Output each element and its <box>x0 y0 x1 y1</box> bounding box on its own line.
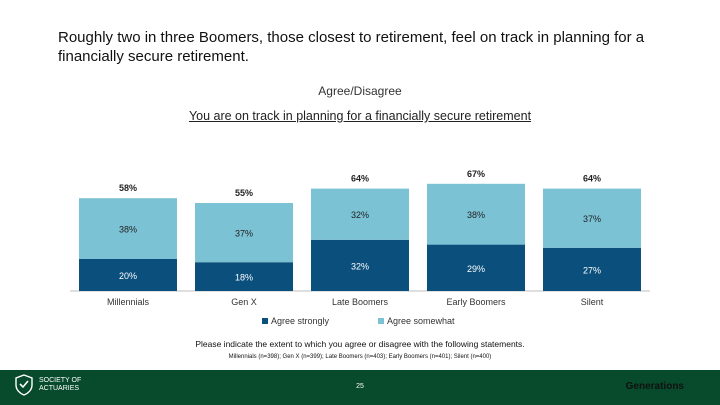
bar-agree-strongly <box>427 244 525 291</box>
bar-agree-somewhat <box>311 188 409 240</box>
data-label-agree-strongly: 20% <box>119 271 137 281</box>
legend-swatch <box>262 318 268 324</box>
data-label-agree-somewhat: 38% <box>119 225 137 235</box>
bar-agree-strongly <box>79 259 177 291</box>
data-label-agree-somewhat: 37% <box>235 229 253 239</box>
data-label-total: 64% <box>351 174 369 184</box>
x-tick-label: Millennials <box>107 297 150 307</box>
logo-line-2: ACTUARIES <box>39 385 80 392</box>
bar-agree-somewhat <box>79 198 177 259</box>
sample-size-footnote: Millennials (n=398); Gen X (n=399); Late… <box>228 354 492 360</box>
data-label-total: 67% <box>467 169 485 179</box>
headline: Roughly two in three Boomers, those clos… <box>58 29 645 65</box>
logo-text: SOCIETY OF ACTUARIES <box>39 377 81 393</box>
data-label-agree-strongly: 32% <box>351 261 369 271</box>
bar-agree-strongly <box>311 239 409 291</box>
data-label-agree-strongly: 29% <box>467 264 485 274</box>
bar-agree-somewhat <box>427 183 525 245</box>
legend-label: Agree strongly <box>271 316 330 326</box>
bar-agree-strongly <box>543 247 641 291</box>
logo-line-1: SOCIETY OF <box>39 377 82 384</box>
data-label-agree-somewhat: 32% <box>351 210 369 220</box>
bar-agree-somewhat <box>543 188 641 248</box>
legend-label: Agree somewhat <box>387 316 455 326</box>
legend-swatch <box>378 318 384 324</box>
data-label-agree-strongly: 18% <box>235 273 253 283</box>
brand-label: Generations <box>625 381 684 392</box>
data-label-total: 55% <box>235 188 253 198</box>
chart-subtitle: Agree/Disagree <box>318 84 402 98</box>
shield-icon <box>15 374 33 396</box>
data-label-total: 58% <box>119 183 137 193</box>
chart-title: You are on track in planning for a finan… <box>0 109 720 123</box>
x-tick-label: Early Boomers <box>446 297 506 307</box>
footer-bar <box>0 370 720 405</box>
data-label-agree-strongly: 27% <box>583 265 601 275</box>
data-label-agree-somewhat: 38% <box>467 210 485 220</box>
chart-title-text: You are on track in planning for a finan… <box>188 109 532 123</box>
question-footnote: Please indicate the extent to which you … <box>195 339 525 349</box>
bar-agree-somewhat <box>195 203 293 263</box>
x-tick-label: Late Boomers <box>332 297 389 307</box>
soa-logo: SOCIETY OF ACTUARIES <box>14 374 81 396</box>
x-tick-label: Gen X <box>231 297 257 307</box>
bar-agree-strongly <box>195 262 293 291</box>
stacked-bar-chart: 20% 38% 58% Millennials 18% 37% 55% Gen X 32% 32%… <box>70 169 650 326</box>
x-tick-label: Silent <box>581 297 604 307</box>
data-label-agree-somewhat: 37% <box>583 214 601 224</box>
data-label-total: 64% <box>583 174 601 184</box>
page-number: 25 <box>356 383 364 390</box>
